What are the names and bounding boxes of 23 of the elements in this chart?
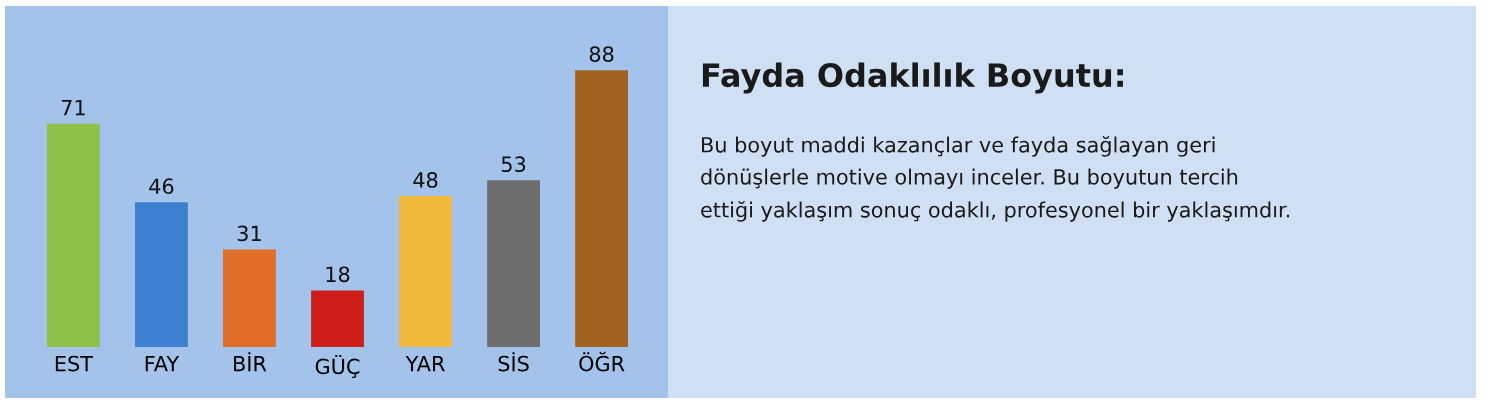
bar: [575, 70, 628, 347]
data-label: 18: [326, 266, 350, 283]
x-tick-label: SİS: [498, 352, 529, 372]
data-label: 71: [61, 100, 85, 116]
data-label: 31: [237, 225, 261, 242]
x-tick-label: FAY: [145, 355, 180, 372]
data-label: 46: [149, 178, 174, 195]
bar: [223, 249, 276, 347]
bar: [487, 180, 540, 347]
text: Bu boyut maddi kazançlar ve fayda sağlayan geri dönüşlerle motive olmayı inceler. Bu boyutun tercih ettiği yaklaşım sonuç odaklı, profesyonel bir yaklaşımdır.: [701, 136, 1290, 222]
data-label: 48: [413, 172, 438, 188]
bar: [47, 123, 100, 347]
x-tick-label: YAR: [405, 355, 445, 372]
text: Fayda Odaklılık Boyutu:: [702, 62, 1123, 94]
bar: [311, 290, 364, 347]
data-label: 53: [501, 156, 526, 173]
x-tick-label: ÖĞR: [579, 351, 625, 372]
bar: [135, 202, 188, 347]
bar: [399, 196, 452, 347]
x-tick-label: BİR: [234, 352, 267, 372]
x-tick-label: EST: [55, 355, 94, 372]
x-tick-label: GÜÇ: [315, 355, 360, 379]
data-label: 88: [589, 46, 614, 63]
